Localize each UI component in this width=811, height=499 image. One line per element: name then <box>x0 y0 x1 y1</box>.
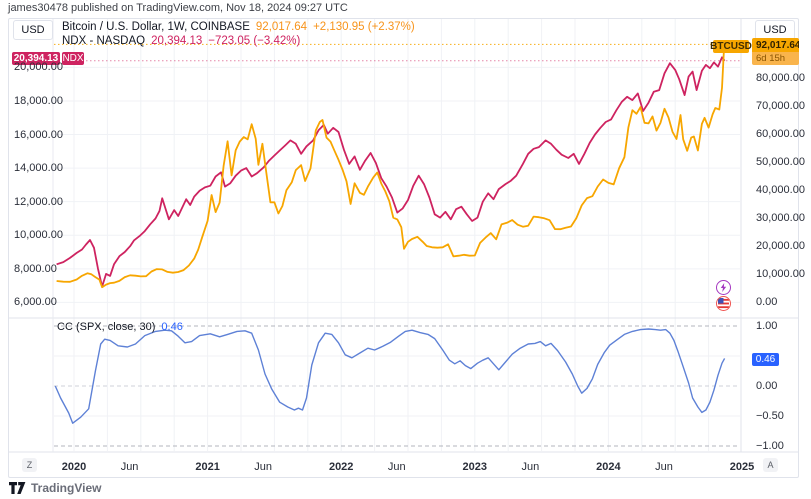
right-axis-label: 60,000.00 <box>756 128 805 140</box>
cc-axis-label: −1.00 <box>756 440 784 452</box>
x-axis-label-jun: Jun <box>655 461 673 473</box>
right-axis-label: 40,000.00 <box>756 184 805 196</box>
indicator-value: 0.46 <box>161 321 183 333</box>
ndx-symbol-badge: NDX <box>62 52 84 65</box>
ndx-last-value: 20,394.13 <box>151 35 203 47</box>
x-axis-label-2021: 2021 <box>195 461 220 473</box>
tradingview-brand-text: TradingView <box>31 481 102 495</box>
left-axis-label: 18,000.00 <box>14 94 63 107</box>
a-shortcut-label: A <box>767 460 774 470</box>
z-shortcut-chip[interactable]: Z <box>22 458 37 472</box>
x-axis-label-2025: 2025 <box>729 461 755 473</box>
btc-symbol-badge: BTCUSD <box>710 40 752 53</box>
right-axis-label: 30,000.00 <box>756 212 805 224</box>
right-axis-label: 10,000.00 <box>756 268 805 280</box>
right-axis-label: 80,000.00 <box>756 72 805 84</box>
btc-price-badge: 92,017.64 6d 15h <box>752 38 799 65</box>
btc-price-value: 92,017.64 <box>752 38 799 52</box>
right-axis-label: 0.00 <box>756 296 778 308</box>
x-axis-label-2023: 2023 <box>462 461 488 473</box>
legend-row-ndx: NDX - NASDAQ 20,394.13 −723.05 (−3.42%) <box>62 34 415 48</box>
chart-card <box>8 18 799 478</box>
idea-marker-flag-icon[interactable] <box>716 296 731 311</box>
left-axis-label: 20,000.00 <box>14 61 63 74</box>
left-axis-label: 16,000.00 <box>14 128 63 141</box>
right-axis-label: 70,000.00 <box>756 100 805 112</box>
x-axis-label-2024: 2024 <box>596 461 621 473</box>
z-shortcut-label: Z <box>26 460 33 470</box>
us-flag-icon <box>718 298 729 309</box>
legend-row-btc: Bitcoin / U.S. Dollar, 1W, COINBASE 92,0… <box>62 20 415 34</box>
cc-axis-label: −0.50 <box>756 410 784 422</box>
left-axis-label: 8,000.00 <box>14 262 57 275</box>
a-shortcut-chip[interactable]: A <box>763 458 778 472</box>
x-axis-label-jun: Jun <box>120 461 139 473</box>
right-axis-label: 20,000.00 <box>756 240 805 252</box>
cc-axis-label: 0.00 <box>756 380 778 392</box>
btc-change: +2,130.95 (+2.37%) <box>313 21 415 33</box>
published-line: james30478 published on TradingView.com,… <box>8 2 348 14</box>
ndx-change: −723.05 (−3.42%) <box>208 35 301 47</box>
x-axis-label-2022: 2022 <box>328 461 354 473</box>
indicator-title: CC (SPX, close, 30) <box>57 321 156 333</box>
ndx-price-badge: 20,394.13 <box>12 52 60 65</box>
x-axis-label-jun: Jun <box>387 461 406 473</box>
ndx-series-title: NDX - NASDAQ <box>62 35 146 47</box>
x-axis-label-jun: Jun <box>521 461 540 473</box>
left-axis-label: 6,000.00 <box>14 296 57 309</box>
btc-bar-countdown: 6d 15h <box>752 52 799 65</box>
indicator-legend: CC (SPX, close, 30) 0.46 <box>57 321 183 333</box>
left-axis-label: 10,000.00 <box>14 229 63 242</box>
x-axis-label-2020: 2020 <box>61 461 87 473</box>
tradingview-logo-icon <box>9 482 26 494</box>
right-axis-label: 50,000.00 <box>756 156 805 168</box>
lightning-bolt-icon <box>720 283 727 292</box>
btc-series-title: Bitcoin / U.S. Dollar, 1W, COINBASE <box>62 21 250 33</box>
right-axis-currency-button[interactable]: USD <box>755 20 795 40</box>
left-axis-currency-button[interactable]: USD <box>13 20 53 40</box>
left-axis-label: 12,000.00 <box>14 195 63 208</box>
left-axis-label: 14,000.00 <box>14 162 63 175</box>
x-axis-label-jun: Jun <box>254 461 273 473</box>
cc-value-badge: 0.46 <box>752 353 779 366</box>
footer: TradingView <box>9 481 101 495</box>
legend: Bitcoin / U.S. Dollar, 1W, COINBASE 92,0… <box>62 20 415 48</box>
idea-marker-lightning-icon[interactable] <box>716 280 731 295</box>
cc-axis-label: 1.00 <box>756 320 778 332</box>
btc-last-value: 92,017.64 <box>255 21 308 33</box>
right-axis-currency-label: USD <box>763 24 787 36</box>
left-axis-currency-label: USD <box>21 24 45 36</box>
